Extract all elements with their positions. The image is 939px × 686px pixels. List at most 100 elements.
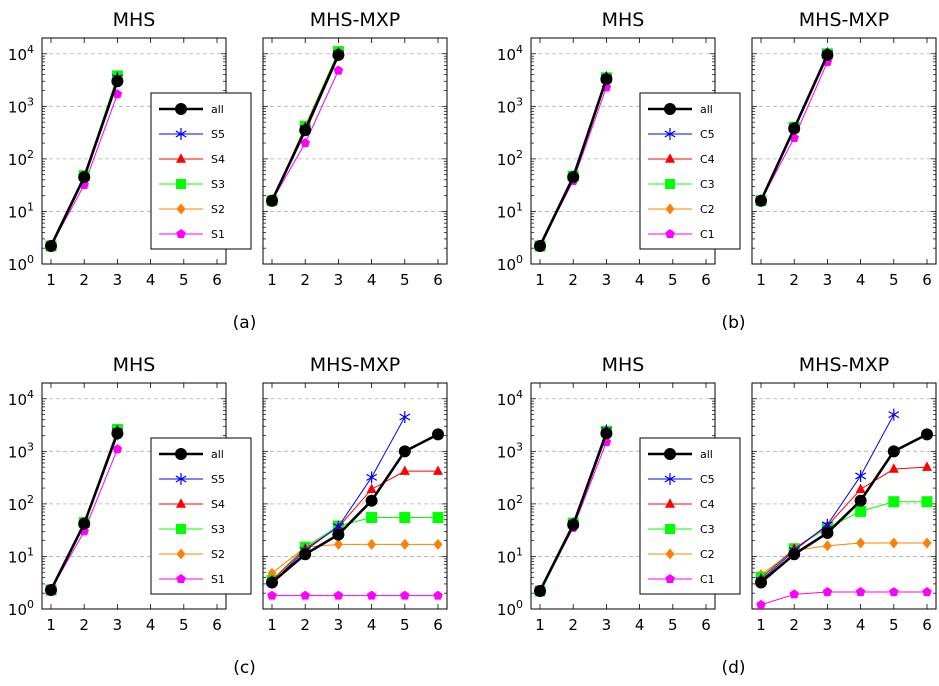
x-tick-label: 4 [635,271,645,289]
series-series1 [46,89,123,251]
series-all [45,75,124,253]
x-tick-label: 3 [334,271,344,289]
chart-title: MHS-MXP [310,354,400,376]
legend-entry: S4 [159,153,225,166]
series-line [539,77,607,247]
x-tick-label: 1 [267,616,277,634]
data-point [889,587,899,597]
legend-label: S1 [211,228,225,241]
chart-d-mhs: 1 2 3 4 5 6 100 101 102 103 104 MHS (d) [497,354,746,678]
legend-marker [664,103,676,115]
legend-label: C5 [700,128,715,141]
legend-label: C1 [700,228,715,241]
series-line [539,430,607,592]
chart-title: MHS-MXP [799,9,889,31]
legend-marker [176,574,186,584]
series-line [760,542,927,576]
data-point [788,548,801,561]
x-tick-label: 4 [146,616,156,634]
data-point [921,496,933,508]
series-line [271,470,438,581]
x-tick-label: 6 [922,616,932,634]
data-point [78,171,91,184]
panel-caption: (b) [721,313,745,333]
data-point [299,548,312,561]
legend-marker [175,473,187,485]
x-tick-label: 6 [433,616,443,634]
legend-marker [175,103,187,115]
legend-label: C3 [700,178,715,191]
x-tick-label: 1 [267,271,277,289]
series-line [760,501,927,578]
panel-caption: (a) [233,313,257,333]
legend-label: S2 [211,203,225,216]
x-tick-label: 3 [113,271,123,289]
legend: all C5 C4 C3 C2 C1 [639,92,741,250]
series-all [755,428,933,589]
y-tick-label: 102 [8,493,34,514]
y-tick-label: 104 [497,43,523,64]
legend-entry: C2 [648,548,715,561]
legend-label: C3 [700,523,715,536]
y-tick-label: 102 [497,493,523,514]
legend-box [150,437,252,595]
legend-marker [665,498,675,508]
x-tick-label: 6 [922,271,932,289]
y-tick-label: 100 [8,598,34,619]
data-point [366,483,377,493]
series-line [760,433,928,584]
data-point [433,590,443,600]
x-tick-label: 5 [668,271,678,289]
legend-label: C4 [700,153,715,166]
data-point [789,589,799,599]
legend-marker [175,128,187,140]
legend-entry: S5 [159,128,225,141]
x-tick-label: 5 [889,616,899,634]
x-tick-label: 1 [535,616,545,634]
chart-d-mhs-mxp: 1 2 3 4 5 6 MHS-MXP all C5 C4 C3 C2 C1 [639,354,937,634]
data-point [333,590,344,600]
x-tick-label: 3 [602,271,612,289]
legend-marker [664,473,676,485]
data-point [399,410,411,423]
chart-b-mhs: 1 2 3 4 5 6 100 101 102 103 104 MHS (b) [497,9,746,333]
legend-entry: C5 [648,473,715,486]
series-all [534,73,613,253]
legend-label: S5 [211,128,225,141]
legend-label: S4 [211,153,225,166]
x-tick-label: 6 [701,616,711,634]
legend-label: C4 [700,498,715,511]
y-tick-label: 104 [497,388,523,409]
data-point [365,494,378,507]
legend-entry: C2 [648,203,715,216]
legend-entry: S5 [159,473,225,486]
legend-entry: S2 [159,548,225,561]
data-point [400,590,410,600]
chart-c-mhs-mxp: 1 2 3 4 5 6 MHS-MXP all S5 S4 S3 S2 S1 [150,354,448,634]
series-line [539,430,607,592]
data-point [366,471,378,484]
legend-label: S2 [211,548,225,561]
series-line [49,432,119,591]
data-point [366,512,378,524]
legend-label: C5 [700,473,715,486]
series-series1 [535,437,612,596]
legend: all S5 S4 S3 S2 S1 [150,437,252,595]
legend-entry: S1 [159,573,225,586]
legend-marker [664,128,676,140]
data-point [888,496,900,508]
chart-title: MHS-MXP [799,354,889,376]
x-tick-label: 3 [823,271,833,289]
data-point [888,463,899,473]
series-series3 [266,512,444,586]
x-tick-label: 5 [400,616,410,634]
series-line [271,543,438,574]
series-line [538,432,608,592]
data-point [788,122,801,135]
series-line [539,78,607,247]
plot-frame [751,382,937,610]
x-tick-label: 1 [756,271,766,289]
chart-title: MHS [602,9,645,31]
data-point [299,124,312,137]
series-line [50,429,118,591]
